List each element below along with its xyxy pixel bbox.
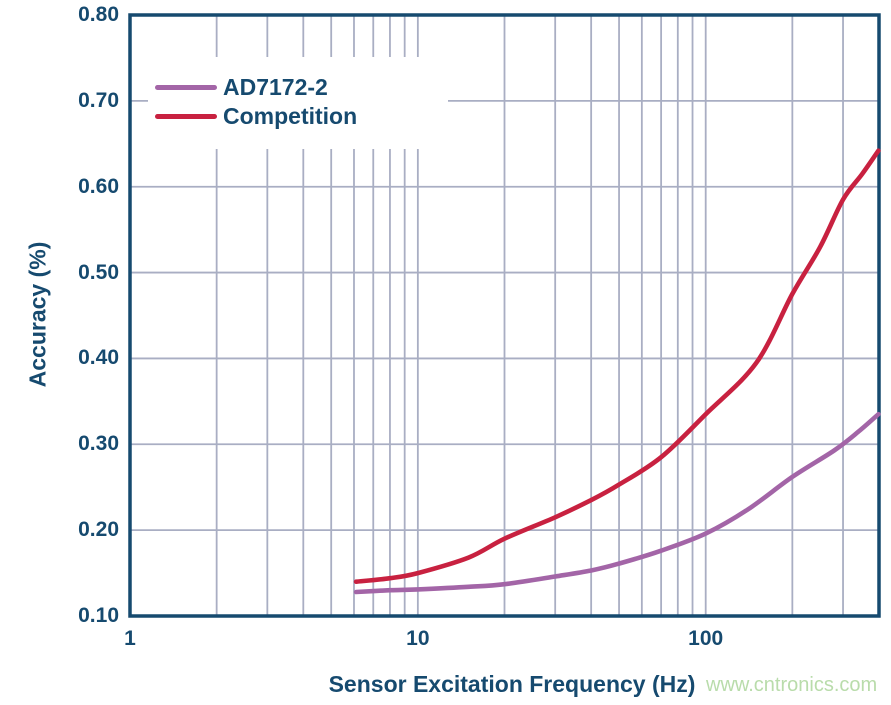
y-axis-title: Accuracy (%) xyxy=(24,241,51,388)
x-tick-label: 1 xyxy=(124,627,136,650)
y-tick-label: 0.80 xyxy=(78,3,119,26)
y-tick-label: 0.50 xyxy=(78,260,119,284)
series-curve-ad7172-2 xyxy=(353,411,881,595)
y-tick-label: 0.30 xyxy=(78,432,119,456)
legend-label: AD7172-2 xyxy=(223,74,328,100)
data-series-curves xyxy=(353,148,881,595)
legend-label: Competition xyxy=(223,103,358,129)
x-tick-label: 10 xyxy=(406,627,430,650)
legend-item: Competition xyxy=(155,102,448,131)
y-tick-label: 0.20 xyxy=(78,518,119,542)
watermark-text: www.cntronics.com xyxy=(706,674,878,696)
legend: AD7172-2 Competition xyxy=(148,57,448,149)
plot-frame xyxy=(128,13,881,618)
legend-item: AD7172-2 xyxy=(155,73,448,102)
y-tick-label: 0.70 xyxy=(78,88,119,112)
series-curve-competition xyxy=(353,148,881,584)
legend-swatch-ad7172-2 xyxy=(155,85,217,90)
x-tick-label: 100 xyxy=(688,627,724,650)
legend-swatch-competition xyxy=(155,114,217,119)
y-tick-label: 0.60 xyxy=(78,174,119,198)
y-tick-label: 0.40 xyxy=(78,346,119,370)
y-tick-label: 0.10 xyxy=(78,604,119,627)
x-axis-title: Sensor Excitation Frequency (Hz) xyxy=(328,671,696,697)
